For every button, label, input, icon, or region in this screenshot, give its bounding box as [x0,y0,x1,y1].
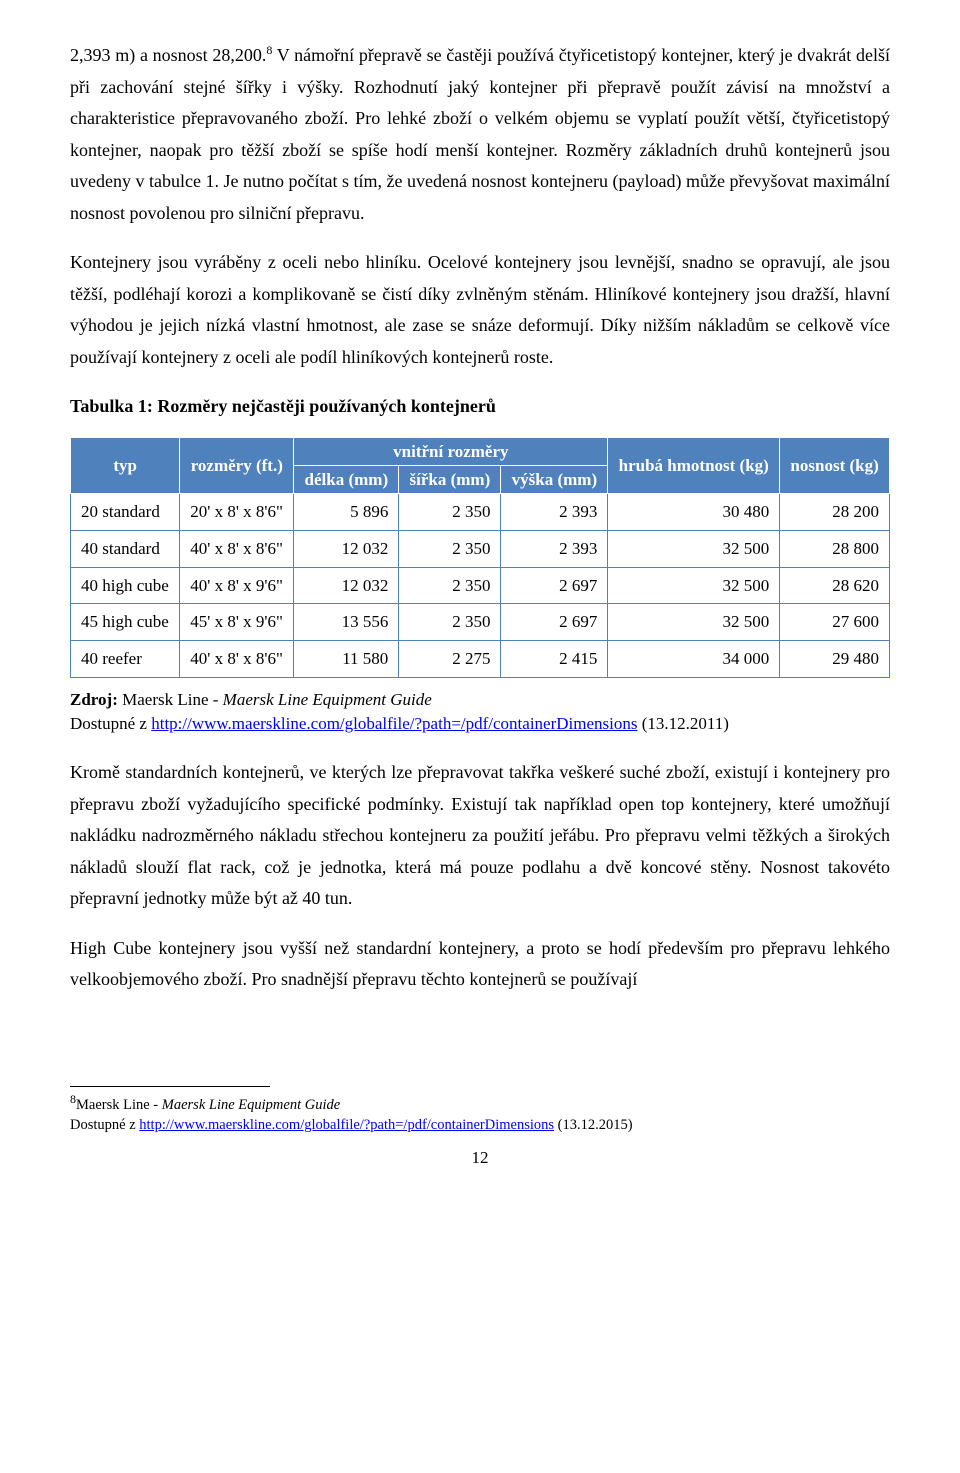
source-italic: Maersk Line Equipment Guide [223,690,432,709]
paragraph-4: High Cube kontejnery jsou vyšší než stan… [70,933,890,996]
th-typ: typ [71,437,180,494]
paragraph-2: Kontejnery jsou vyráběny z oceli nebo hl… [70,247,890,373]
cell-nosnost: 28 200 [780,494,890,531]
cell-vyska: 2 697 [501,567,608,604]
cell-hruba: 32 500 [608,604,780,641]
cell-nosnost: 27 600 [780,604,890,641]
cell-nosnost: 29 480 [780,641,890,678]
footnote-italic: Maersk Line Equipment Guide [162,1097,340,1113]
container-dimensions-table: typ rozměry (ft.) vnitřní rozměry hrubá … [70,437,890,678]
cell-roz: 20' x 8' x 8'6" [180,494,294,531]
p1-text-a: 2,393 m) a nosnost 28,200. [70,45,266,65]
cell-sirka: 2 350 [399,604,501,641]
table-row: 40 reefer40' x 8' x 8'6"11 5802 2752 415… [71,641,890,678]
cell-nosnost: 28 800 [780,530,890,567]
th-nosnost: nosnost (kg) [780,437,890,494]
table-row: 40 high cube40' x 8' x 9'6"12 0322 3502 … [71,567,890,604]
cell-nosnost: 28 620 [780,567,890,604]
cell-sirka: 2 275 [399,641,501,678]
cell-vyska: 2 393 [501,530,608,567]
cell-hruba: 32 500 [608,530,780,567]
cell-sirka: 2 350 [399,567,501,604]
table-row: 20 standard20' x 8' x 8'6"5 8962 3502 39… [71,494,890,531]
source-line2-a: Dostupné z [70,714,151,733]
cell-roz: 40' x 8' x 9'6" [180,567,294,604]
footnote-8: 8Maersk Line - Maersk Line Equipment Gui… [70,1091,890,1135]
p1-text-b: V námořní přepravě se častěji používá čt… [70,45,890,223]
cell-delka: 13 556 [294,604,399,641]
table-caption: Tabulka 1: Rozměry nejčastěji používanýc… [70,391,890,423]
cell-typ: 40 standard [71,530,180,567]
th-sirka: šířka (mm) [399,465,501,493]
cell-roz: 40' x 8' x 8'6" [180,530,294,567]
th-delka: délka (mm) [294,465,399,493]
paragraph-1: 2,393 m) a nosnost 28,200.8 V námořní př… [70,40,890,229]
source-link[interactable]: http://www.maerskline.com/globalfile/?pa… [151,714,637,733]
th-vnitrni: vnitřní rozměry [294,437,608,465]
table-row: 45 high cube45' x 8' x 9'6"13 5562 3502 … [71,604,890,641]
cell-delka: 11 580 [294,641,399,678]
cell-hruba: 30 480 [608,494,780,531]
footnote-line2-a: Dostupné z [70,1117,139,1133]
cell-typ: 45 high cube [71,604,180,641]
footnote-separator [70,1086,270,1087]
cell-roz: 40' x 8' x 8'6" [180,641,294,678]
footnote-link[interactable]: http://www.maerskline.com/globalfile/?pa… [139,1117,554,1133]
cell-hruba: 34 000 [608,641,780,678]
cell-typ: 40 high cube [71,567,180,604]
cell-delka: 12 032 [294,530,399,567]
th-hruba: hrubá hmotnost (kg) [608,437,780,494]
th-vyska: výška (mm) [501,465,608,493]
source-label: Zdroj: [70,690,118,709]
table-body: 20 standard20' x 8' x 8'6"5 8962 3502 39… [71,494,890,678]
cell-roz: 45' x 8' x 9'6" [180,604,294,641]
source-line2-b: (13.12.2011) [637,714,728,733]
source-text-a: Maersk Line - [118,690,223,709]
cell-vyska: 2 697 [501,604,608,641]
cell-typ: 20 standard [71,494,180,531]
cell-typ: 40 reefer [71,641,180,678]
cell-delka: 5 896 [294,494,399,531]
cell-sirka: 2 350 [399,494,501,531]
table-row: 40 standard40' x 8' x 8'6"12 0322 3502 3… [71,530,890,567]
cell-hruba: 32 500 [608,567,780,604]
paragraph-3: Kromě standardních kontejnerů, ve kterýc… [70,757,890,915]
cell-sirka: 2 350 [399,530,501,567]
cell-vyska: 2 415 [501,641,608,678]
table-source: Zdroj: Maersk Line - Maersk Line Equipme… [70,688,890,736]
cell-delka: 12 032 [294,567,399,604]
cell-vyska: 2 393 [501,494,608,531]
footnote-line2-b: (13.12.2015) [554,1117,633,1133]
page-number: 12 [70,1143,890,1173]
footnote-text-a: Maersk Line - [76,1097,162,1113]
th-rozmery: rozměry (ft.) [180,437,294,494]
